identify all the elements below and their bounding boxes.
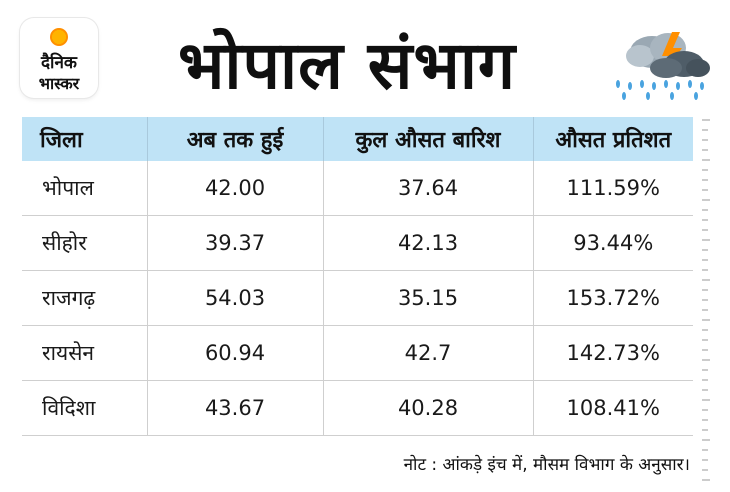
- rain-so-far-cell: 39.37: [147, 215, 324, 271]
- total-avg-rain-cell: 40.28: [323, 380, 534, 436]
- page-title: भोपाल संभाग: [178, 27, 517, 104]
- header-total-avg-rain: कुल औसत बारिश: [323, 117, 534, 161]
- header-avg-percent: औसत प्रतिशत: [533, 117, 693, 161]
- rainfall-table: जिला अब तक हुई कुल औसत बारिश औसत प्रतिशत…: [22, 117, 693, 436]
- avg-percent-cell: 142.73%: [533, 325, 693, 381]
- district-cell: रायसेन: [22, 325, 148, 381]
- header-district: जिला: [22, 117, 148, 161]
- rain-so-far-cell: 54.03: [147, 270, 324, 326]
- rain-so-far-cell: 60.94: [147, 325, 324, 381]
- rain-so-far-cell: 43.67: [147, 380, 324, 436]
- table-row: सीहोर 39.37 42.13 93.44%: [22, 215, 693, 271]
- table-header-row: जिला अब तक हुई कुल औसत बारिश औसत प्रतिशत: [22, 117, 693, 161]
- district-cell: विदिशा: [22, 380, 148, 436]
- avg-percent-cell: 108.41%: [533, 380, 693, 436]
- district-cell: राजगढ़: [22, 270, 148, 326]
- total-avg-rain-cell: 35.15: [323, 270, 534, 326]
- district-cell: भोपाल: [22, 161, 148, 216]
- dainik-bhaskar-logo: दैनिक भास्कर: [20, 18, 98, 98]
- footnote: नोट : आंकड़े इंच में, मौसम विभाग के अनुस…: [403, 455, 690, 475]
- weather-storm-icon: [616, 32, 710, 100]
- rain-so-far-cell: 42.00: [147, 161, 324, 216]
- total-avg-rain-cell: 42.7: [323, 325, 534, 381]
- total-avg-rain-cell: 37.64: [323, 161, 534, 216]
- logo-sun-icon: [50, 28, 68, 46]
- table-row: रायसेन 60.94 42.7 142.73%: [22, 325, 693, 381]
- table-row: राजगढ़ 54.03 35.15 153.72%: [22, 270, 693, 326]
- district-cell: सीहोर: [22, 215, 148, 271]
- table-row: विदिशा 43.67 40.28 108.41%: [22, 380, 693, 436]
- avg-percent-cell: 93.44%: [533, 215, 693, 271]
- header-rain-so-far: अब तक हुई: [147, 117, 324, 161]
- ruler-decoration: [702, 119, 710, 481]
- avg-percent-cell: 153.72%: [533, 270, 693, 326]
- table-row: भोपाल 42.00 37.64 111.59%: [22, 161, 693, 216]
- avg-percent-cell: 111.59%: [533, 161, 693, 216]
- logo-line-2: भास्कर: [38, 74, 80, 93]
- logo-line-1: दैनिक: [41, 53, 77, 73]
- total-avg-rain-cell: 42.13: [323, 215, 534, 271]
